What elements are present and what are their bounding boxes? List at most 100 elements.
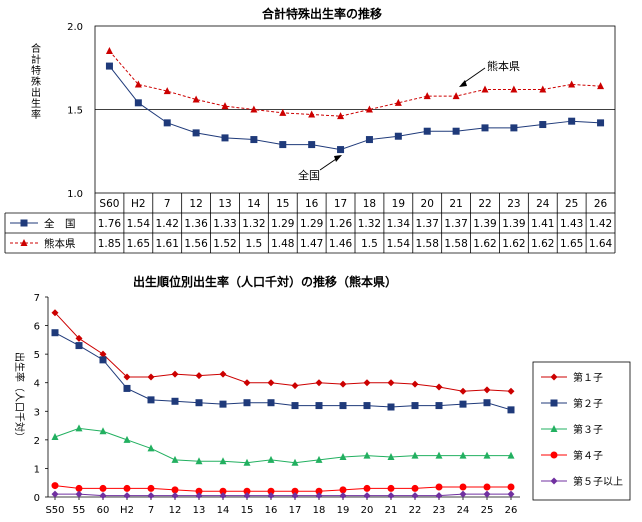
data-point [365,105,373,113]
data-point [147,492,155,500]
data-point [291,487,299,495]
data-point [123,384,131,392]
legend-marker [550,399,558,407]
x-tick-label: 18 [313,505,326,516]
data-point [387,379,395,387]
data-point [423,127,431,135]
data-point [195,457,203,465]
data-point [568,117,576,125]
y-tick-label: 1.0 [67,189,83,200]
data-point [279,141,287,149]
data-point [539,85,547,93]
table-value-cell: 1.26 [329,218,353,230]
data-point [123,484,131,492]
data-point [365,136,373,144]
series-line-2 [54,427,511,464]
data-point [339,380,347,388]
y-label-char: 特 [31,65,41,77]
data-point [435,402,443,410]
table-header-cell: 20 [421,198,434,210]
data-point [339,492,347,500]
data-point [315,492,323,500]
data-point [483,483,491,491]
chart2-y-axis-label-text: 出生率（人口千対） [13,352,26,442]
table-value-cell: 1.54 [127,218,151,230]
table-value-cell: 1.29 [271,218,294,230]
data-point [192,129,200,137]
data-point [387,484,395,492]
data-point [483,451,491,459]
data-point [243,492,251,500]
table-header-cell: 14 [247,198,261,210]
table-series-name: 熊本県 [44,237,76,250]
x-tick-label: H2 [120,505,134,516]
data-point [267,379,275,387]
chart2-title: 出生順位別出生率（人口千対）の推移（熊本県） [133,274,397,289]
table-value-cell: 1.39 [473,218,496,230]
table-value-cell: 1.62 [531,238,554,250]
data-point [507,387,515,395]
x-tick-label: 24 [457,505,470,516]
x-tick-label: 21 [385,505,398,516]
data-point [243,399,251,407]
x-tick-label: 13 [193,505,206,516]
x-tick-label: 26 [505,505,518,516]
y-tick-label: 6 [34,322,40,333]
table-value-cell: 1.42 [156,218,179,230]
table-header-cell: 15 [276,198,289,210]
data-point [308,141,316,149]
y-tick-label: 2 [34,436,40,447]
data-point [363,451,371,459]
table-header-cell: 25 [565,198,578,210]
series-line-0 [109,65,601,151]
x-tick-label: 17 [289,505,302,516]
data-point [267,399,275,407]
y-tick-label: 4 [34,379,40,390]
table-value-cell: 1.36 [184,218,208,230]
series-line-4 [55,493,511,497]
data-point [291,402,299,410]
legend-label: 第１子 [573,371,603,384]
chart1-y-axis-label-text: 合計特殊出生率 [31,42,41,121]
legend-label: 第３子 [573,423,603,436]
data-point [51,490,59,498]
x-tick-label: 23 [433,505,446,516]
table-header-cell: H2 [131,198,146,210]
data-point [75,424,83,432]
data-point [363,379,371,387]
series-line-0 [54,312,512,392]
table-legend-marker [20,219,28,227]
x-tick-label: 14 [217,505,230,516]
chart1-y-axis-label: 合計特殊出生率 [31,42,41,121]
table-value-cell: 1.37 [416,218,439,230]
data-point [459,451,467,459]
data-point [459,490,467,498]
table-series-name: 全 国 [44,217,76,230]
data-point [75,484,83,492]
x-tick-label: 15 [241,505,254,516]
data-point [99,484,107,492]
series-line-1 [54,332,512,411]
data-point [510,85,518,93]
data-point [435,483,443,491]
data-point [387,453,395,460]
data-point [315,379,323,387]
data-point [459,387,467,395]
legend-marker [550,451,558,459]
annotation-national: 全国 [298,168,320,182]
x-tick-label: 19 [337,505,350,516]
data-point [171,370,179,378]
data-point [597,82,605,90]
x-tick-label: 20 [361,505,374,516]
table-legend-marker [20,239,28,246]
x-tick-label: 55 [73,505,86,516]
table-header-cell: 17 [334,198,347,210]
data-point [435,383,443,391]
data-point [339,453,347,460]
y-label-char: 計 [31,53,41,66]
table-value-cell: 1.85 [98,238,121,250]
series-line-3 [54,485,511,492]
chart2-y-axis-label: 出生率（人口千対） [13,352,26,442]
table-value-cell: 1.5 [361,238,378,250]
y-tick-label: 1 [34,464,40,475]
